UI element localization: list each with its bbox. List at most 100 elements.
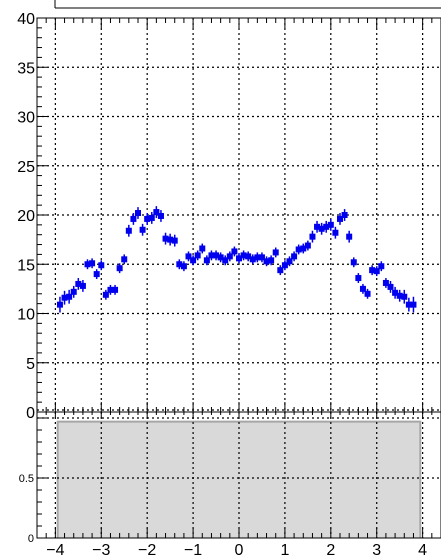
- data-point-53: [300, 245, 307, 252]
- upper-ytick-label-10: 10: [17, 307, 35, 324]
- data-point-46: [268, 257, 275, 264]
- data-point-72: [387, 283, 394, 290]
- upper-ytick-label-15: 15: [17, 257, 35, 274]
- xtick-label-5: 1: [280, 542, 289, 557]
- data-point-44: [258, 254, 265, 261]
- upper-panel: 0 5 10 15 20 25 30 35 40: [17, 11, 441, 422]
- data-point-13: [116, 265, 123, 272]
- upper-ytick-label-40: 40: [17, 11, 35, 28]
- upper-y-axis: 0 5 10 15 20 25 30 35 40: [17, 11, 47, 422]
- data-point-24: [167, 236, 174, 243]
- data-point-18: [139, 226, 146, 233]
- data-point-56: [314, 223, 321, 230]
- data-point-55: [309, 233, 316, 240]
- data-point-57: [318, 225, 325, 232]
- data-point-7: [89, 260, 96, 267]
- data-point-21: [153, 209, 160, 216]
- data-point-40: [240, 252, 247, 259]
- data-point-5: [79, 282, 86, 289]
- xtick-label-7: 3: [372, 542, 381, 557]
- data-point-76: [405, 301, 412, 308]
- lower-y-axis: 00.5: [19, 417, 47, 545]
- data-point-51: [291, 253, 298, 260]
- data-point-61: [337, 215, 343, 222]
- data-point-38: [231, 248, 238, 255]
- data-point-64: [350, 259, 357, 266]
- data-point-62: [341, 212, 348, 218]
- data-point-54: [304, 242, 311, 249]
- upper-data-points: [56, 209, 417, 308]
- upper-ytick-label-25: 25: [17, 159, 35, 176]
- data-point-26: [176, 261, 183, 268]
- xtick-label-6: 2: [326, 542, 335, 557]
- ratio-band-edge: [56, 420, 422, 538]
- data-point-47: [272, 249, 279, 256]
- lower-ytick-label-0.5: 0.5: [19, 473, 34, 485]
- data-point-73: [392, 289, 399, 296]
- data-point-20: [148, 214, 155, 221]
- data-point-4: [75, 280, 82, 287]
- data-point-2: [66, 293, 73, 300]
- lower-x-axis: −4 −3 −2 −1 0 1 2 3 4: [36, 412, 441, 557]
- data-point-6: [84, 261, 91, 268]
- data-point-45: [263, 258, 270, 265]
- data-point-48: [277, 267, 284, 274]
- xtick-label-8: 4: [418, 542, 427, 557]
- data-point-58: [323, 223, 330, 230]
- data-point-41: [245, 253, 252, 260]
- data-point-33: [208, 252, 215, 259]
- data-point-74: [396, 292, 403, 299]
- data-point-77: [410, 301, 417, 308]
- data-point-65: [355, 275, 362, 282]
- data-point-37: [226, 253, 233, 260]
- data-point-8: [93, 271, 100, 278]
- lower-panel: 00.5 −4 −3 −2 −1 0 1 2 3 4: [19, 411, 441, 557]
- data-point-50: [286, 258, 293, 265]
- upper-ytick-label-0: 0: [26, 405, 35, 422]
- data-point-67: [364, 290, 371, 297]
- data-point-0: [56, 301, 63, 308]
- data-point-17: [135, 210, 141, 217]
- data-point-49: [281, 262, 288, 269]
- data-point-68: [369, 267, 376, 274]
- xtick-label-0: −4: [46, 542, 64, 557]
- data-point-23: [162, 235, 169, 242]
- data-point-15: [125, 227, 132, 234]
- data-point-16: [130, 215, 137, 222]
- data-point-52: [295, 246, 302, 253]
- data-point-30: [194, 252, 201, 259]
- data-point-42: [249, 256, 256, 263]
- lower-ytick-label-0: 0: [28, 533, 34, 545]
- upper-ytick-label-20: 20: [17, 208, 35, 225]
- upper-gridlines: [37, 18, 441, 412]
- xtick-label-4: 0: [235, 542, 244, 557]
- data-point-25: [171, 237, 178, 244]
- data-point-63: [346, 233, 353, 240]
- data-point-69: [373, 268, 380, 275]
- data-point-70: [378, 263, 385, 270]
- data-point-60: [332, 229, 339, 236]
- data-point-66: [359, 285, 366, 292]
- lower-ratio-fill: [56, 420, 422, 538]
- xtick-label-1: −3: [92, 542, 110, 557]
- data-point-32: [203, 257, 210, 264]
- upper-ytick-label-5: 5: [26, 356, 35, 373]
- xtick-label-2: −2: [138, 542, 156, 557]
- data-point-14: [121, 256, 128, 263]
- top-box-remnant: [54, 0, 441, 9]
- data-point-11: [107, 286, 114, 293]
- data-point-27: [180, 263, 187, 270]
- data-point-9: [98, 262, 105, 269]
- xtick-label-3: −1: [184, 542, 202, 557]
- ratio-band: [57, 421, 421, 538]
- data-point-36: [222, 257, 229, 264]
- data-point-19: [144, 215, 151, 222]
- data-point-29: [190, 257, 197, 264]
- data-point-35: [217, 254, 224, 261]
- data-point-22: [157, 212, 164, 219]
- data-point-34: [213, 252, 220, 259]
- upper-ytick-label-35: 35: [17, 60, 35, 77]
- data-point-12: [112, 286, 119, 293]
- data-point-39: [236, 255, 242, 262]
